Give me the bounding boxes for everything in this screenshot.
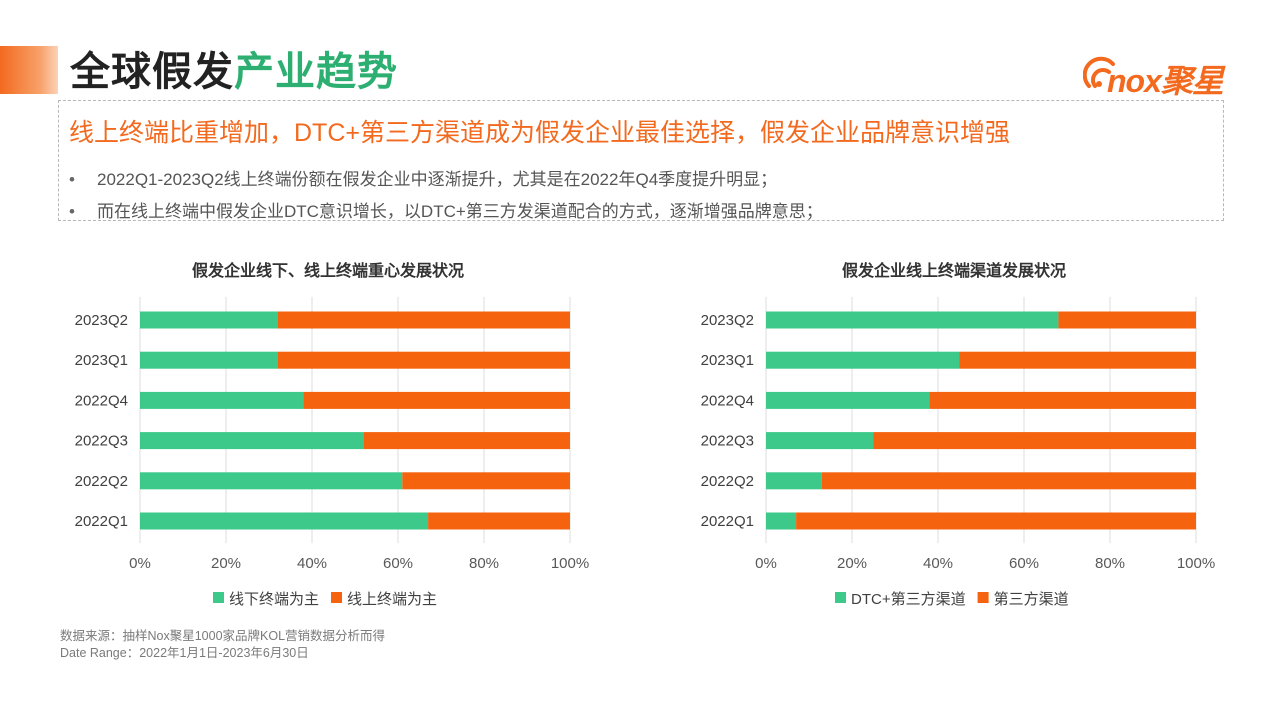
bar-segment-orange [363,432,570,450]
legend-label: DTC+第三方渠道 [851,590,966,608]
x-tick-label: 0% [129,555,151,572]
chart-title: 假发企业线上终端渠道发展状况 [842,261,1066,280]
page-title-part2: 产业趋势 [234,50,398,94]
bullet-text: 2022Q1-2023Q2线上终端份额在假发企业中逐渐提升，尤其是在2022年Q… [97,170,778,189]
bullet-dot: • [69,170,75,189]
x-tick-label: 0% [755,555,777,572]
bullet-dot: • [69,202,75,221]
bar-segment-green [140,472,403,490]
legend-label: 线下终端为主 [229,591,319,608]
bullet-item: • 而在线上终端中假发企业DTC意识增长，以DTC+第三方发渠道配合的方式，逐渐增… [69,197,823,222]
x-tick-label: 80% [1095,555,1125,572]
page-title: 全球假发产业趋势 [70,44,398,100]
bar-segment-green [766,512,797,530]
bar-segment-green [766,391,930,409]
bar-segment-green [766,311,1059,329]
title-accent-bar [0,46,58,94]
callout-title: 线上终端比重增加，DTC+第三方渠道成为假发企业最佳选择，假发企业品牌意识增强 [69,119,1010,147]
summary-callout: 线上终端比重增加，DTC+第三方渠道成为假发企业最佳选择，假发企业品牌意识增强 … [58,100,1224,221]
y-tick-label: 2022Q1 [75,513,128,530]
source-line-2: Date Range：2022年1月1日-2023年6月30日 [60,646,309,660]
bar-segment-orange [277,311,570,329]
bullet-text: 而在线上终端中假发企业DTC意识增长，以DTC+第三方发渠道配合的方式，逐渐增强… [97,202,823,221]
bar-segment-orange [873,432,1196,450]
bar-segment-green [766,472,822,490]
x-tick-label: 40% [297,555,327,572]
page-title-part1: 全球假发 [70,50,234,94]
legend-swatch [977,592,989,603]
bar-segment-orange [796,512,1196,530]
bar-segment-orange [303,391,570,409]
bar-segment-orange [428,512,570,530]
logo-text: nox聚星 [1107,63,1224,99]
signal-icon [1083,56,1115,88]
bar-segment-green [140,432,364,450]
legend-swatch [213,592,224,603]
bar-segment-green [140,391,304,409]
bar-segment-orange [929,391,1196,409]
chart-title: 假发企业线下、线上终端重心发展状况 [192,261,464,280]
y-tick-label: 2022Q1 [701,513,754,530]
x-tick-label: 40% [923,555,953,572]
x-tick-label: 20% [211,555,241,572]
x-tick-label: 60% [383,555,413,572]
x-tick-label: 100% [1177,555,1215,572]
bar-segment-orange [277,351,570,369]
bar-segment-green [140,512,429,530]
y-tick-label: 2022Q4 [701,392,754,409]
y-tick-label: 2023Q1 [701,352,754,369]
y-tick-label: 2023Q2 [701,312,754,329]
x-tick-label: 100% [551,555,589,572]
x-tick-label: 60% [1009,555,1039,572]
bar-segment-orange [821,472,1196,490]
legend-label: 线上终端为主 [347,591,437,608]
bar-segment-green [140,351,278,369]
source-line-1: 数据来源：抽样Nox聚星1000家品牌KOL营销数据分析而得 [60,629,386,643]
data-source-note: 数据来源：抽样Nox聚星1000家品牌KOL营销数据分析而得 Date Rang… [60,628,385,662]
x-tick-label: 80% [469,555,499,572]
y-tick-label: 2022Q3 [75,433,128,450]
y-tick-label: 2022Q2 [75,473,128,490]
bar-segment-green [766,432,874,450]
bullet-item: • 2022Q1-2023Q2线上终端份额在假发企业中逐渐提升，尤其是在2022年… [69,165,777,190]
bar-segment-orange [1058,311,1196,329]
bar-segment-orange [959,351,1196,369]
legend-label: 第三方渠道 [994,590,1069,608]
y-tick-label: 2023Q1 [75,352,128,369]
y-tick-label: 2022Q3 [701,433,754,450]
legend-swatch [331,592,343,603]
bar-segment-orange [402,472,570,490]
bar-segment-green [140,311,278,329]
y-tick-label: 2022Q2 [701,473,754,490]
legend-swatch [835,592,846,603]
y-tick-label: 2022Q4 [75,392,128,409]
bar-segment-green [766,351,960,369]
x-tick-label: 20% [837,555,867,572]
y-tick-label: 2023Q2 [75,312,128,329]
brand-logo: nox聚星 [1083,50,1233,99]
